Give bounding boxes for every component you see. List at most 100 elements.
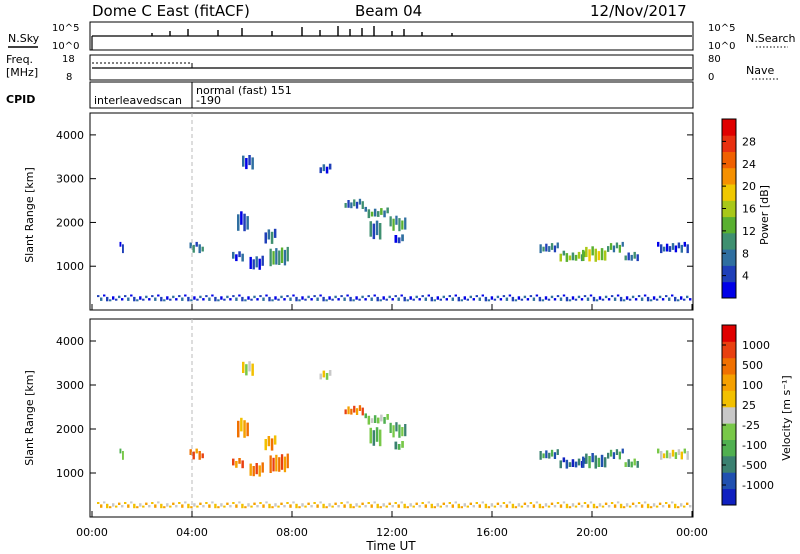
echo-cell [328,163,332,170]
echo-cell [433,506,436,509]
echo-cell [571,459,575,467]
echo-cell [595,299,599,302]
echo-cell [251,157,254,170]
echo-cell [181,297,184,301]
echo-cell [565,296,569,302]
echo-cell [400,501,403,504]
echo-cell [184,294,187,297]
echo-cell [439,298,442,301]
echo-cell [591,453,594,463]
echo-cell [652,296,656,300]
echo-cell [142,298,145,301]
echo-cell [457,296,460,302]
echo-cell [493,298,497,301]
echo-cell [367,209,371,219]
echo-cell [385,298,388,301]
echo-cell [184,501,187,504]
echo-cell [328,503,331,507]
echo-cell [328,296,331,300]
echo-cell [658,502,662,505]
echo-cell [331,505,334,508]
echo-cell [671,243,675,250]
echo-cell [264,232,267,244]
echo-cell [124,502,127,504]
echo-cell [316,297,319,301]
echo-cell [214,296,217,302]
echo-cell [367,415,371,425]
echo-cell [175,505,178,508]
echo-cell [397,504,400,508]
echo-cell [192,451,195,460]
echo-cell [597,457,601,467]
echo-cell [208,297,211,301]
echo-cell [389,216,392,227]
echo-cell [270,231,274,244]
echo-cell [223,298,226,301]
echo-cell [198,244,201,254]
echo-cell [256,298,259,301]
echo-cell [267,436,271,447]
echo-cell [275,248,278,265]
echo-cell [394,235,398,243]
echo-cell [689,505,692,508]
echo-cell [556,242,559,249]
echo-cell [674,503,677,509]
echo-cell [541,299,545,302]
echo-cell [607,452,610,459]
echo-cell [352,299,355,302]
colorbar-swatch [722,184,736,201]
echo-cell [245,364,248,376]
x-tick-label: 08:00 [276,526,308,539]
echo-cell [442,295,445,299]
echo-cell [241,296,244,302]
echo-cell [577,458,581,466]
echo-cell [532,297,536,301]
colorbar-tick-label: 25 [742,399,756,412]
echo-cell [607,298,611,301]
echo-cell [103,501,106,504]
echo-cell [106,503,109,509]
echo-cell [665,502,668,504]
echo-cell [160,503,163,509]
echo-cell [243,420,246,438]
echo-cell [268,503,271,509]
echo-cell [269,455,272,473]
echo-cell [454,294,457,297]
echo-cell [163,506,166,509]
echo-cell [539,244,542,254]
echo-cell [121,505,124,508]
echo-cell [406,506,409,509]
echo-cell [232,295,235,298]
echo-cell [283,249,287,266]
colorbar-swatch [722,374,736,391]
colorbar-swatch [722,341,736,359]
colorbar-swatch [722,200,736,218]
colorbar-swatch [722,423,736,440]
echo-cell [364,505,367,508]
echo-cell [427,294,430,297]
echo-cell [577,251,581,259]
echo-cell [542,246,545,252]
echo-cell [631,502,635,505]
echo-cell [272,457,275,472]
echo-cell [562,294,566,297]
echo-cell [568,462,572,467]
echo-cell [668,504,671,508]
echo-cell [241,460,244,469]
x-tick-label: 00:00 [676,526,708,539]
echo-cell [119,241,122,247]
echo-cell [325,299,328,302]
echo-cell [226,295,229,299]
echo-cell [264,439,267,451]
echo-cell [412,505,415,508]
echo-cell [496,502,500,505]
echo-cell [373,415,377,423]
echo-cell [683,505,686,508]
echo-cell [376,503,379,509]
echo-cell [361,201,364,209]
echo-cell [665,450,669,459]
velocity-colorbar: 1000 500 100 25 -25 -100 -500 -1000 [721,324,774,506]
echo-cell [674,452,678,459]
echo-cell [334,295,337,299]
